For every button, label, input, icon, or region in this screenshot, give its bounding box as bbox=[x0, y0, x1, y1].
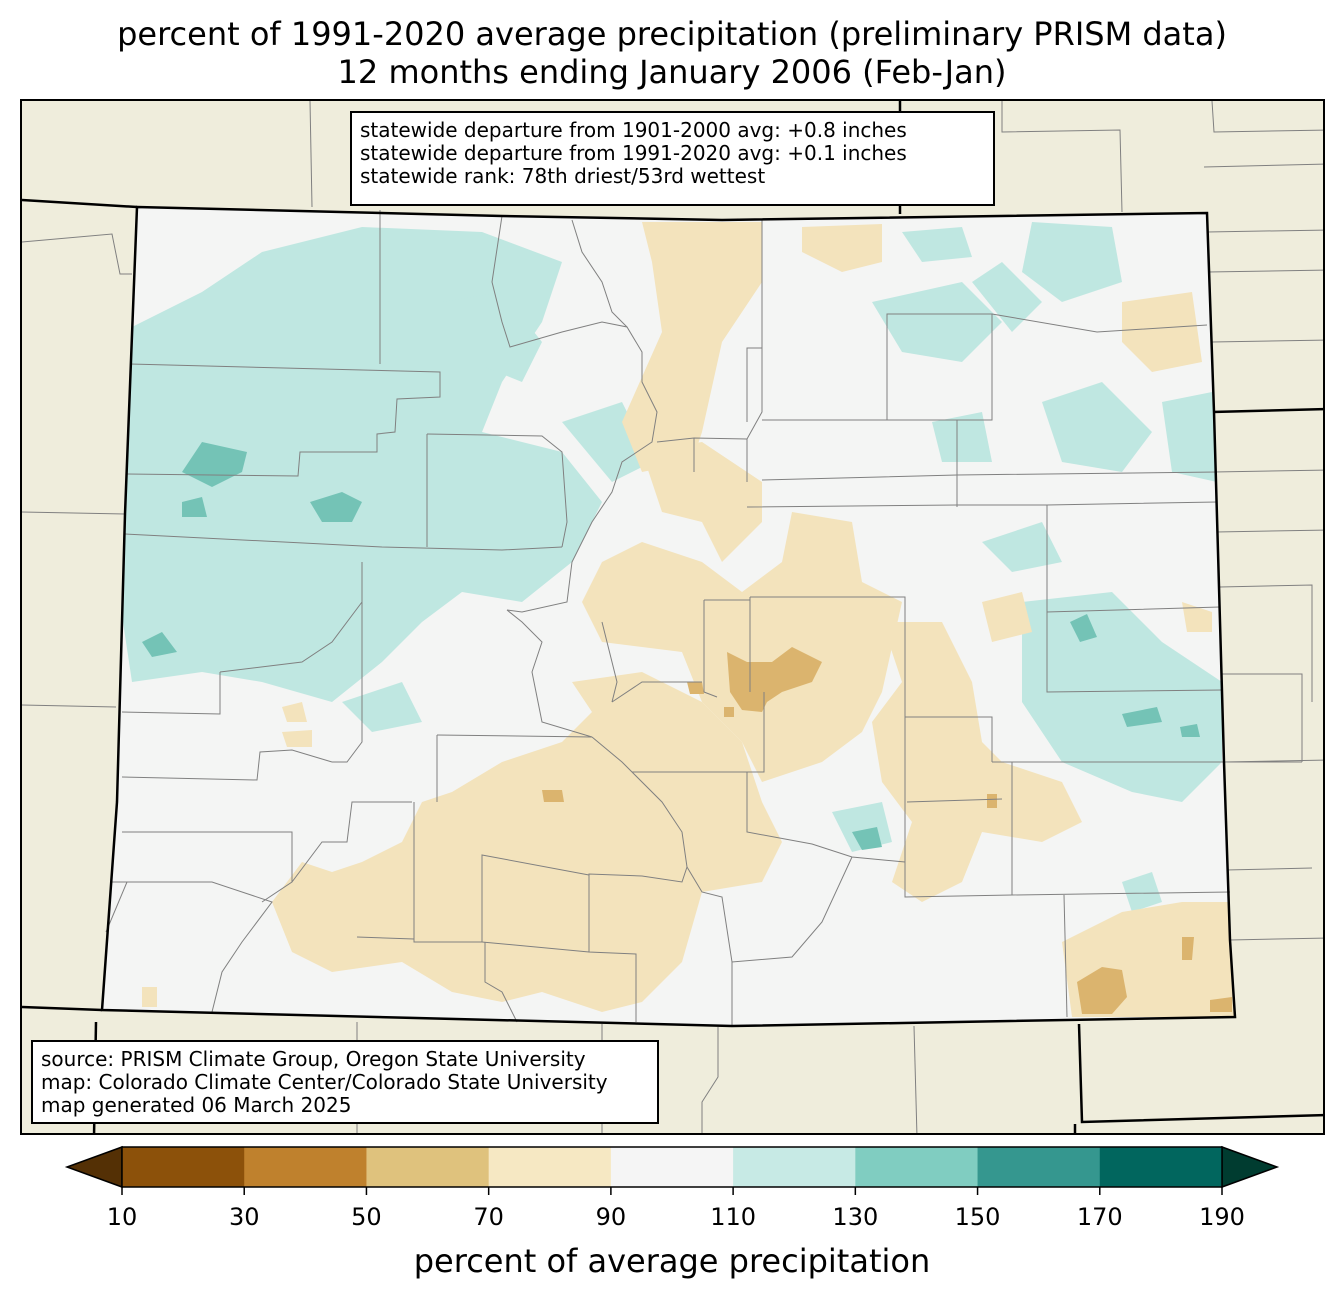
stats-line-1: statewide departure from 1901-2000 avg: … bbox=[360, 118, 907, 142]
stats-line-3: statewide rank: 78th driest/53rd wettest bbox=[360, 164, 766, 188]
colorbar-tick-label: 10 bbox=[106, 1203, 138, 1231]
source-box: source: PRISM Climate Group, Oregon Stat… bbox=[31, 1040, 659, 1124]
colorbar-frame bbox=[121, 1146, 1223, 1188]
map-title-line-2: 12 months ending January 2006 (Feb-Jan) bbox=[337, 53, 1007, 91]
colorbar-tick-label: 50 bbox=[351, 1203, 382, 1231]
colorbar bbox=[64, 1145, 1280, 1195]
colorbar-over-arrow bbox=[1221, 1145, 1280, 1189]
colorbar-bin-170-190 bbox=[1099, 1147, 1223, 1187]
source-line-2: map: Colorado Climate Center/Colorado St… bbox=[41, 1070, 608, 1094]
colorbar-bin-90-110 bbox=[610, 1147, 734, 1187]
colorado-precipitation-map bbox=[22, 101, 1323, 1133]
dry-region-southeast bbox=[872, 622, 1082, 902]
colorbar-bin-130-150 bbox=[855, 1147, 979, 1187]
colorbar-bin-70-90 bbox=[488, 1147, 612, 1187]
colorbar-tick-label: 170 bbox=[1076, 1203, 1123, 1231]
wet-region-east bbox=[1022, 592, 1222, 802]
source-line-1: source: PRISM Climate Group, Oregon Stat… bbox=[41, 1047, 586, 1071]
precipitation-shading bbox=[120, 222, 1235, 1017]
dry-region-central bbox=[582, 512, 902, 782]
source-line-3: map generated 06 March 2025 bbox=[41, 1093, 352, 1117]
statewide-stats-box: statewide departure from 1901-2000 avg: … bbox=[350, 111, 995, 206]
dry-strong-spot bbox=[727, 647, 822, 712]
colorbar-bin-150-170 bbox=[977, 1147, 1101, 1187]
colorbar-bin-10-30 bbox=[122, 1147, 245, 1187]
colorbar-tick-label: 110 bbox=[710, 1203, 757, 1231]
dry-region-south-central bbox=[272, 672, 782, 1012]
map-title-line-1: percent of 1991-2020 average precipitati… bbox=[117, 15, 1227, 53]
colorbar-bin-50-70 bbox=[366, 1147, 490, 1187]
colorbar-tick-label: 190 bbox=[1199, 1203, 1245, 1231]
map-frame bbox=[20, 99, 1325, 1135]
colorbar-label: percent of average precipitation bbox=[413, 1242, 931, 1280]
colorbar-tick-label: 150 bbox=[954, 1203, 1001, 1231]
colorbar-tick-label: 90 bbox=[595, 1203, 627, 1231]
colorbar-tick-label: 130 bbox=[832, 1203, 879, 1231]
wet-region-northeast bbox=[872, 282, 1002, 362]
colorado-border bbox=[100, 205, 1237, 1028]
colorbar-bin-110-130 bbox=[733, 1147, 856, 1187]
colorbar-tick-label: 70 bbox=[473, 1203, 504, 1231]
county-lines bbox=[105, 210, 1231, 1026]
stats-line-2: statewide departure from 1991-2020 avg: … bbox=[360, 141, 907, 165]
colorbar-bin-30-50 bbox=[244, 1147, 367, 1187]
colorbar-under-arrow bbox=[64, 1145, 123, 1189]
wet-strong-spot bbox=[182, 442, 247, 487]
colorbar-tick-label: 30 bbox=[228, 1203, 260, 1231]
dry-region-north-central bbox=[622, 222, 762, 472]
